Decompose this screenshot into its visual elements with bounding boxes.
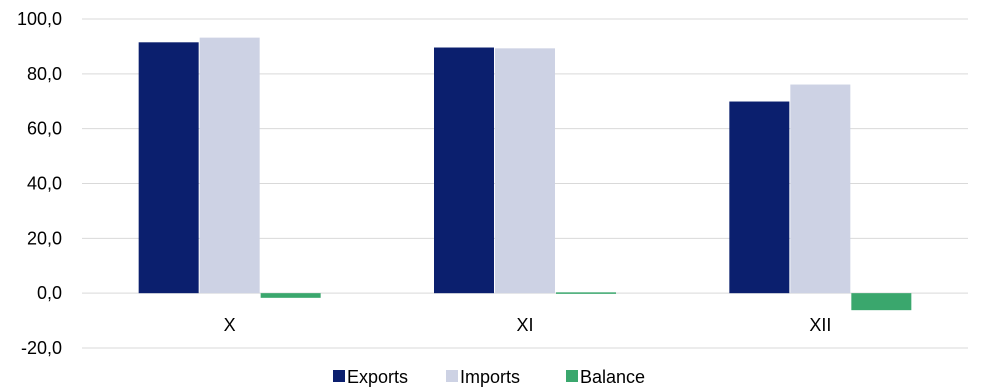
legend-label-exports: Exports <box>347 367 408 387</box>
y-tick-label: 80,0 <box>27 64 62 84</box>
bar-imports-xii <box>790 84 851 294</box>
y-tick-label: 60,0 <box>27 119 62 139</box>
bar-exports-xi <box>434 47 494 294</box>
y-tick-label: 0,0 <box>37 283 62 303</box>
legend-label-imports: Imports <box>460 367 520 387</box>
bar-balance-xi <box>556 292 616 294</box>
y-tick-label: -20,0 <box>21 338 62 358</box>
y-tick-label: 40,0 <box>27 174 62 194</box>
bars <box>138 37 912 311</box>
bar-balance-xii <box>851 293 912 311</box>
y-tick-label: 100,0 <box>17 9 62 29</box>
bar-balance-x <box>260 293 321 298</box>
y-axis-tick-labels: 100,0 80,0 60,0 40,0 20,0 0,0 -20,0 <box>17 9 62 358</box>
legend-swatch-imports <box>446 370 458 382</box>
legend-label-balance: Balance <box>580 367 645 387</box>
y-tick-label: 20,0 <box>27 228 62 248</box>
legend-swatch-exports <box>333 370 345 382</box>
legend: Exports Imports Balance <box>333 367 645 387</box>
category-labels: X XI XII <box>224 315 832 335</box>
bar-exports-x <box>138 42 199 294</box>
bar-exports-xii <box>729 101 790 294</box>
bar-imports-xi <box>495 48 555 294</box>
legend-swatch-balance <box>566 370 578 382</box>
category-label: XI <box>516 315 533 335</box>
bar-imports-x <box>199 37 260 294</box>
category-label: XII <box>809 315 831 335</box>
category-label: X <box>224 315 236 335</box>
